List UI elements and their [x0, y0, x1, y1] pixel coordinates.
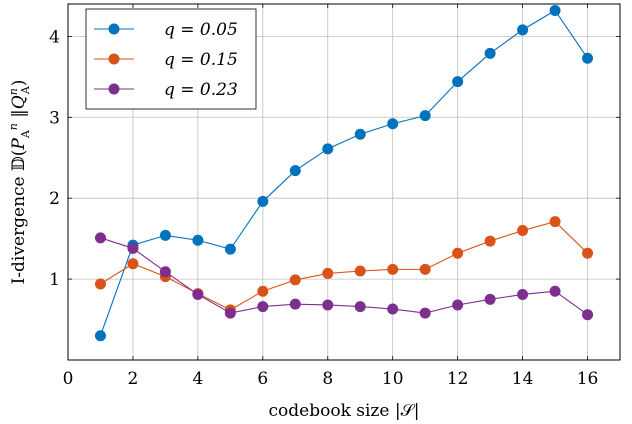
y-tick-label: 3: [49, 108, 60, 128]
legend: q = 0.05 q = 0.15 q = 0.23: [85, 8, 257, 110]
data-point: [159, 229, 171, 241]
data-point: [419, 263, 431, 275]
series-line: [100, 237, 588, 316]
data-point: [289, 298, 301, 310]
legend-label: q = 0.15: [164, 50, 238, 70]
x-axis-label: codebook size |𝒮|: [269, 401, 420, 421]
x-tick-label: 4: [192, 369, 203, 389]
data-point: [322, 267, 334, 279]
data-point: [517, 24, 529, 36]
data-point: [484, 47, 496, 59]
data-point: [322, 143, 334, 155]
series-layer: [94, 4, 594, 342]
y-tick-label: 2: [49, 189, 60, 209]
x-tick-label: 8: [322, 369, 333, 389]
y-label-p: P: [9, 138, 29, 151]
data-point: [452, 247, 464, 259]
series-1: [94, 4, 594, 342]
y-label-q-sup: n: [7, 88, 20, 95]
y-label-prefix: I-divergence 𝔻(: [9, 150, 29, 285]
legend-marker: [108, 83, 120, 95]
series-line: [100, 221, 588, 311]
data-point: [419, 307, 431, 319]
data-point: [94, 232, 106, 244]
data-point: [419, 110, 431, 122]
data-point: [549, 4, 561, 16]
legend-label: q = 0.23: [164, 80, 238, 100]
legend-item: q = 0.23: [94, 80, 238, 100]
data-point: [257, 285, 269, 297]
y-label-q-sub: A: [19, 85, 32, 95]
y-label-p-sup: n: [7, 123, 20, 130]
x-tick-label: 10: [382, 369, 404, 389]
legend-marker: [108, 53, 120, 65]
data-point: [582, 247, 594, 259]
x-tick-label: 2: [128, 369, 139, 389]
data-point: [549, 285, 561, 297]
data-point: [257, 301, 269, 313]
data-point: [224, 243, 236, 255]
data-point: [582, 52, 594, 64]
series-2: [94, 216, 594, 316]
data-point: [354, 128, 366, 140]
y-label-suffix: ): [9, 80, 29, 87]
data-point: [192, 288, 204, 300]
legend-marker: [108, 23, 120, 35]
y-label-sep: ‖: [9, 109, 29, 123]
y-label-q: Q: [9, 95, 29, 109]
series-line: [99, 9, 588, 336]
data-point: [354, 265, 366, 277]
legend-label: q = 0.05: [164, 20, 238, 40]
y-tick-label: 1: [49, 270, 60, 290]
x-tick-label: 0: [63, 369, 74, 389]
legend-item: q = 0.05: [94, 20, 238, 40]
x-tick-label: 12: [447, 369, 469, 389]
data-point: [582, 309, 594, 321]
data-point: [159, 266, 171, 278]
data-point: [257, 195, 269, 207]
data-point: [484, 235, 496, 247]
data-point: [452, 299, 464, 311]
data-point: [224, 307, 236, 319]
data-point: [322, 299, 334, 311]
data-point: [549, 216, 561, 228]
y-label-p-sub: A: [19, 129, 32, 139]
data-point: [387, 118, 399, 130]
data-point: [517, 288, 529, 300]
data-point: [484, 293, 496, 305]
data-point: [354, 301, 366, 313]
data-point: [127, 258, 139, 270]
y-axis-label: I-divergence 𝔻(PAn ‖QnA): [7, 80, 32, 285]
data-point: [452, 76, 464, 88]
data-point: [387, 303, 399, 315]
data-point: [517, 225, 529, 237]
data-point: [289, 165, 301, 177]
data-point: [192, 234, 204, 246]
data-point: [94, 278, 106, 290]
x-tick-label: 14: [512, 369, 534, 389]
x-tick-label: 16: [577, 369, 599, 389]
data-point: [387, 263, 399, 275]
plot-frame: [67, 3, 621, 361]
data-point: [94, 330, 106, 342]
series-3: [94, 232, 594, 321]
legend-item: q = 0.15: [94, 50, 238, 70]
y-tick-label: 4: [49, 27, 60, 47]
data-point: [289, 274, 301, 286]
data-point: [127, 242, 139, 254]
x-tick-label: 6: [257, 369, 268, 389]
